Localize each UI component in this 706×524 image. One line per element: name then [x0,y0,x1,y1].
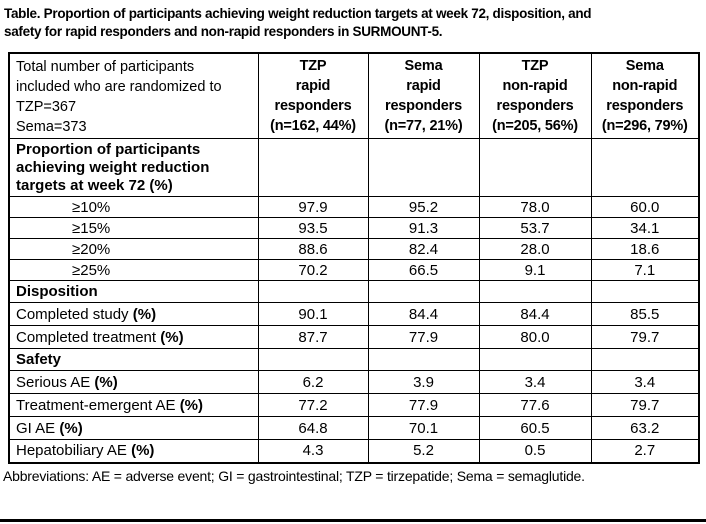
cell-value: 2.7 [590,439,700,463]
column-header-tzp-rapid: TZP rapid responders (n=162, 44%) [257,52,369,139]
page-title: Table. Proportion of participants achiev… [4,6,592,39]
column-header-sema-rapid: Sema rapid responders (n=77, 21%) [367,52,480,139]
cell-value: 77.9 [367,393,480,417]
row-label: Serious AE (%) [8,370,259,394]
section-row-safety: Safety [8,348,700,371]
row-label: ≥10% [8,196,259,218]
cell-value: 9.1 [478,259,592,281]
column-header-sema-nonrapid: Sema non-rapid responders (n=296, 79%) [590,52,700,139]
cell-value: 7.1 [590,259,700,281]
cell-value: 87.7 [257,325,369,349]
row-label: Completed treatment (%) [8,325,259,349]
column-header-tzp-nonrapid: TZP non-rapid responders (n=205, 56%) [478,52,592,139]
cell-value: 66.5 [367,259,480,281]
cell-value: 3.9 [367,370,480,394]
cell-value: 82.4 [367,238,480,260]
cell-value: 5.2 [367,439,480,463]
row-label: Completed study (%) [8,302,259,326]
cell-value: 80.0 [478,325,592,349]
table-row-serious-ae: Serious AE (%) 6.2 3.9 3.4 3.4 [8,370,700,394]
abbreviations-footnote: Abbreviations: AE = adverse event; GI = … [3,467,585,484]
row-label: Hepatobiliary AE (%) [8,439,259,463]
cell-value: 97.9 [257,196,369,218]
cell-value: 84.4 [478,302,592,326]
cell-value: 77.2 [257,393,369,417]
cell-value: 3.4 [590,370,700,394]
table-row-hepatobiliary-ae: Hepatobiliary AE (%) 4.3 5.2 0.5 2.7 [8,439,700,463]
cell-value: 85.5 [590,302,700,326]
cell-value: 18.6 [590,238,700,260]
table-row-teae: Treatment-emergent AE (%) 77.2 77.9 77.6… [8,393,700,417]
cell-value: 70.1 [367,416,480,440]
cell-value: 34.1 [590,217,700,239]
cell-value: 95.2 [367,196,480,218]
cell-value: 4.3 [257,439,369,463]
cell-value: 70.2 [257,259,369,281]
cell-value: 6.2 [257,370,369,394]
cell-value: 77.9 [367,325,480,349]
table-row-ge15: ≥15% 93.5 91.3 53.7 34.1 [8,217,700,239]
cell-value: 88.6 [257,238,369,260]
section-label: Proportion of participants achieving wei… [8,138,259,197]
section-row-targets: Proportion of participants achieving wei… [8,138,700,197]
cell-value: 77.6 [478,393,592,417]
section-label: Safety [8,348,259,371]
table-row-gi-ae: GI AE (%) 64.8 70.1 60.5 63.2 [8,416,700,440]
cell-value: 79.7 [590,393,700,417]
row-label: GI AE (%) [8,416,259,440]
cell-value: 3.4 [478,370,592,394]
corner-header-cell: Total number of participants included wh… [8,52,259,139]
cell-value: 60.5 [478,416,592,440]
table-row-ge20: ≥20% 88.6 82.4 28.0 18.6 [8,238,700,260]
cell-value: 63.2 [590,416,700,440]
cell-value: 79.7 [590,325,700,349]
cell-value: 84.4 [367,302,480,326]
cell-value: 90.1 [257,302,369,326]
table-row-ge10: ≥10% 97.9 95.2 78.0 60.0 [8,196,700,218]
row-label: ≥20% [8,238,259,260]
row-label: ≥15% [8,217,259,239]
cell-value: 28.0 [478,238,592,260]
section-row-disposition: Disposition [8,280,700,303]
results-table: Total number of participants included wh… [8,52,700,464]
row-label: Treatment-emergent AE (%) [8,393,259,417]
cell-value: 93.5 [257,217,369,239]
bottom-rule [0,519,706,522]
table-header-row: Total number of participants included wh… [8,52,700,139]
section-label: Disposition [8,280,259,303]
cell-value: 78.0 [478,196,592,218]
table-row-ge25: ≥25% 70.2 66.5 9.1 7.1 [8,259,700,281]
table-row-completed-study: Completed study (%) 90.1 84.4 84.4 85.5 [8,302,700,326]
cell-value: 53.7 [478,217,592,239]
cell-value: 91.3 [367,217,480,239]
table-row-completed-treatment: Completed treatment (%) 87.7 77.9 80.0 7… [8,325,700,349]
cell-value: 64.8 [257,416,369,440]
cell-value: 0.5 [478,439,592,463]
row-label: ≥25% [8,259,259,281]
cell-value: 60.0 [590,196,700,218]
